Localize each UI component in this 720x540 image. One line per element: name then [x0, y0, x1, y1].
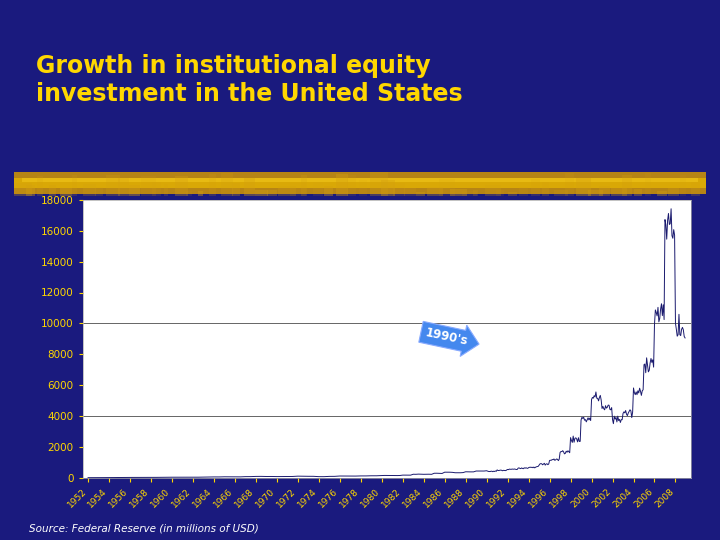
Bar	[577, 178, 590, 195]
Bar	[163, 185, 168, 195]
Bar	[301, 174, 307, 195]
Bar	[554, 190, 568, 195]
Bar	[680, 175, 685, 195]
Bar	[588, 190, 603, 195]
Bar	[175, 176, 189, 195]
Bar	[462, 191, 477, 195]
Text: 1990's: 1990's	[423, 326, 469, 348]
Bar	[198, 191, 203, 195]
Bar	[542, 183, 549, 195]
Bar	[611, 187, 627, 195]
Bar	[186, 191, 192, 195]
Bar	[519, 187, 528, 195]
Bar	[565, 173, 575, 195]
Bar	[152, 182, 161, 195]
Bar	[49, 185, 55, 195]
Bar	[14, 183, 32, 195]
Bar	[267, 190, 277, 195]
Bar	[531, 179, 540, 195]
Bar	[657, 191, 667, 195]
Bar	[645, 173, 651, 195]
Text: Source: Federal Reserve (in millions of USD): Source: Federal Reserve (in millions of …	[29, 524, 258, 534]
Bar	[359, 180, 366, 195]
Bar	[312, 183, 323, 195]
Bar	[324, 186, 333, 195]
Bar	[496, 190, 504, 195]
Bar	[508, 192, 518, 195]
Text: Growth in institutional equity
investment in the United States: Growth in institutional equity investmen…	[36, 54, 463, 106]
Bar	[22, 178, 698, 183]
Bar	[393, 183, 405, 195]
Bar	[210, 174, 216, 195]
Bar	[485, 185, 501, 195]
Bar	[233, 183, 240, 195]
Bar	[244, 178, 255, 195]
Bar	[37, 176, 43, 195]
Bar	[405, 187, 415, 195]
Bar	[14, 178, 706, 188]
Bar	[14, 172, 706, 194]
Bar	[416, 192, 425, 195]
Bar	[336, 173, 348, 195]
Bar	[60, 188, 72, 195]
Bar	[622, 175, 632, 195]
Bar	[347, 174, 356, 195]
Bar	[428, 187, 444, 195]
Bar	[256, 190, 268, 195]
Bar	[221, 173, 233, 195]
Bar	[600, 186, 610, 195]
Bar	[84, 184, 96, 195]
Bar	[129, 185, 140, 195]
Bar	[668, 188, 679, 195]
Bar	[72, 175, 77, 195]
Bar	[382, 180, 395, 195]
Bar	[26, 185, 35, 195]
Bar	[473, 190, 478, 195]
Bar	[691, 182, 700, 195]
Bar	[278, 186, 296, 195]
Bar	[95, 187, 103, 195]
Bar	[117, 178, 129, 195]
Bar	[450, 189, 467, 195]
Bar	[634, 188, 642, 195]
Bar	[438, 179, 455, 195]
Bar	[370, 172, 387, 195]
Bar	[106, 175, 120, 195]
Bar	[140, 177, 156, 195]
Bar	[289, 183, 306, 195]
